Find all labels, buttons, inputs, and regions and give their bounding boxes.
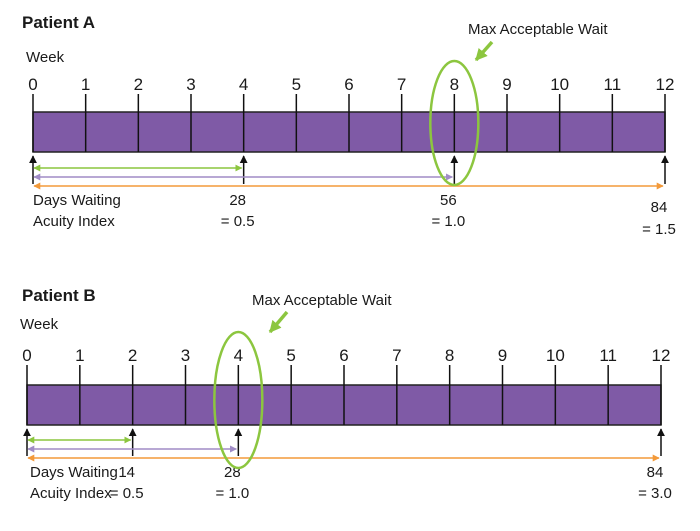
max-wait-highlight-ellipse [213, 330, 264, 470]
week-number: 9 [498, 346, 507, 365]
week-number: 2 [134, 75, 143, 94]
week-number: 2 [128, 346, 137, 365]
acuity-index-value: = 0.5 [221, 213, 255, 230]
week-number: 0 [28, 75, 37, 94]
days-waiting-value: 28 [229, 192, 246, 209]
week-number: 1 [75, 346, 84, 365]
days-waiting-value: 14 [118, 464, 135, 481]
days-waiting-value: 56 [440, 192, 457, 209]
max-wait-pointer-arrow [268, 310, 289, 334]
acuity-index-value: = 1.5 [642, 221, 676, 238]
week-number: 3 [181, 346, 190, 365]
week-number: 12 [652, 346, 671, 365]
acuity-index-value: = 1.0 [215, 485, 249, 502]
max-wait-pointer-arrow [474, 40, 494, 62]
week-number: 5 [292, 75, 301, 94]
week-number: 5 [286, 346, 295, 365]
acuity-index-value: = 1.0 [431, 213, 465, 230]
days-waiting-value: 84 [651, 199, 668, 216]
acuity-index-value: = 3.0 [638, 485, 672, 502]
week-number: 7 [392, 346, 401, 365]
week-number: 0 [22, 346, 31, 365]
days-waiting-label: Days Waiting [30, 464, 118, 481]
week-number: 11 [604, 75, 622, 94]
week-number: 6 [339, 346, 348, 365]
days-waiting-label: Days Waiting [33, 192, 121, 209]
week-number: 4 [239, 75, 248, 94]
acuity-index-label: Acuity Index [33, 213, 115, 230]
patient-title: Patient A [22, 13, 95, 32]
max-wait-highlight-ellipse [429, 59, 480, 187]
week-number: 11 [599, 346, 617, 365]
week-number: 1 [81, 75, 90, 94]
week-number: 4 [234, 346, 243, 365]
acuity-index-label: Acuity Index [30, 485, 112, 502]
week-number: 8 [445, 346, 454, 365]
week-axis-label: Week [26, 49, 65, 66]
week-number: 7 [397, 75, 406, 94]
week-number: 9 [502, 75, 511, 94]
days-waiting-value: 84 [647, 464, 664, 481]
week-number: 3 [186, 75, 195, 94]
week-number: 12 [656, 75, 675, 94]
week-number: 10 [546, 346, 565, 365]
week-number: 6 [344, 75, 353, 94]
acuity-index-value: = 0.5 [110, 485, 144, 502]
week-number: 10 [550, 75, 569, 94]
patient-title: Patient B [22, 286, 96, 305]
max-wait-label: Max Acceptable Wait [468, 21, 608, 38]
max-wait-label: Max Acceptable Wait [252, 292, 392, 309]
week-number: 8 [450, 75, 459, 94]
week-axis-label: Week [20, 316, 59, 333]
